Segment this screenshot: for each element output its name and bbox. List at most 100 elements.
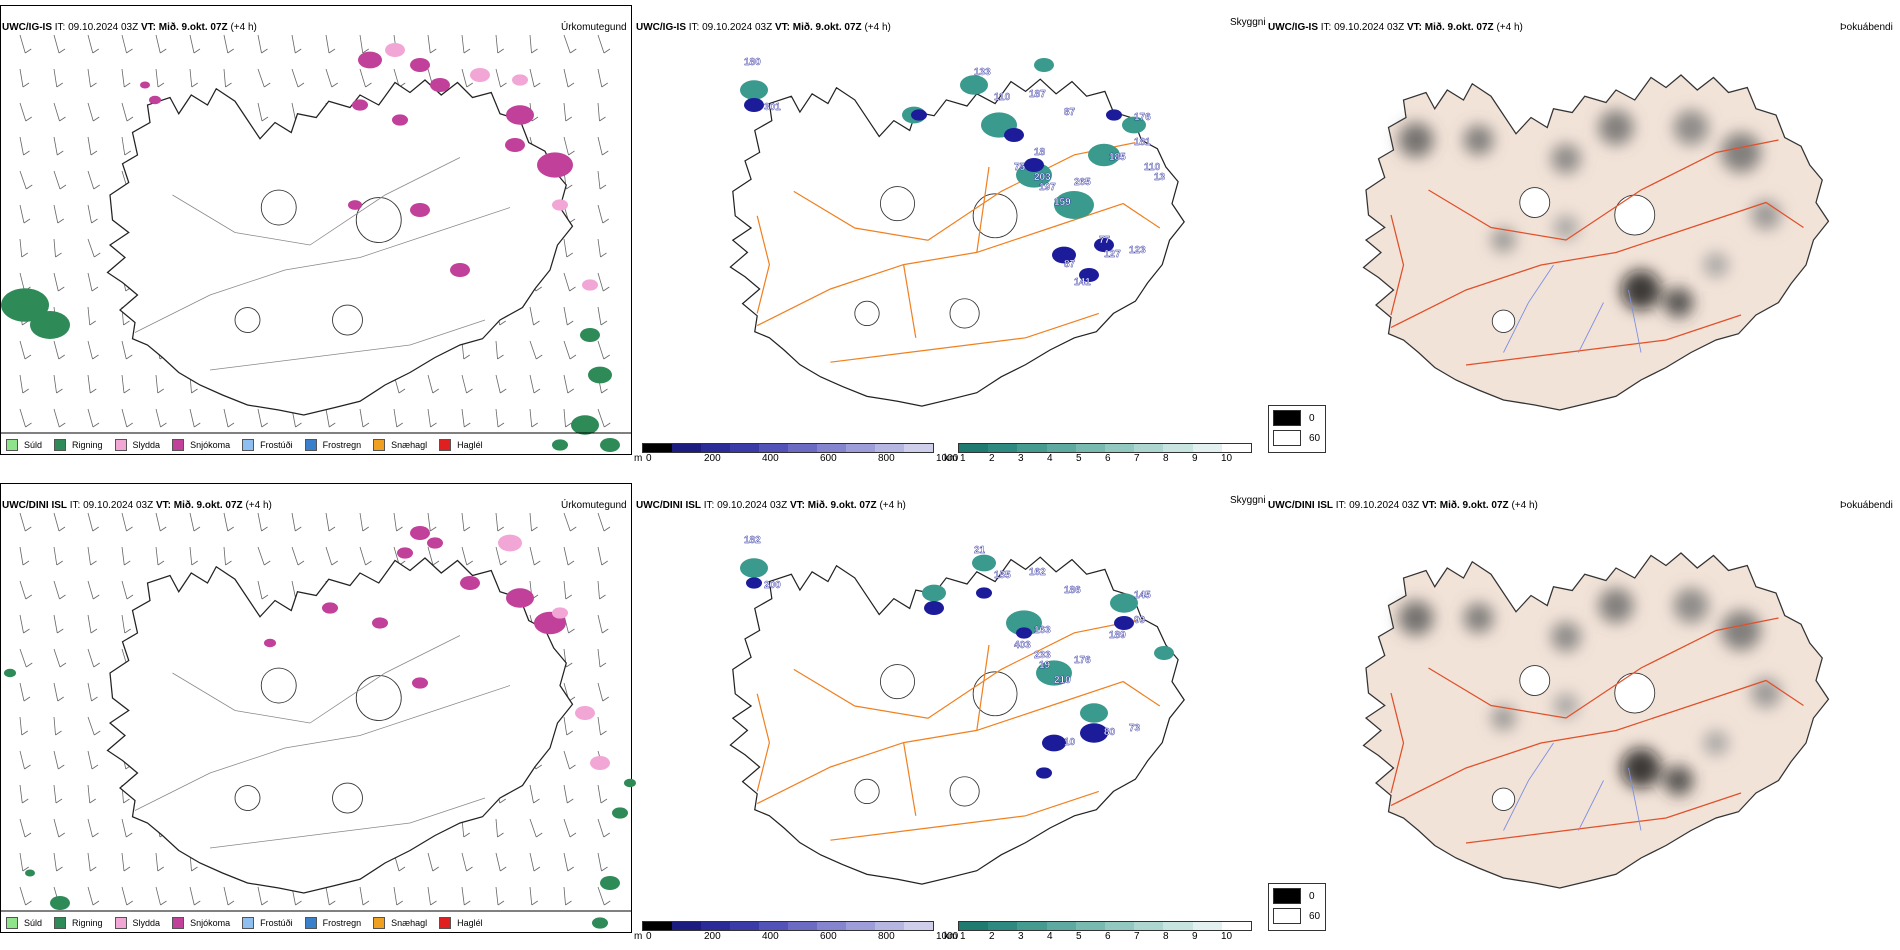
legend-item: Haglél	[439, 439, 483, 451]
precip-areas	[1, 43, 620, 452]
snow-area	[505, 138, 525, 152]
title-it-label: IT:	[1320, 22, 1332, 33]
title-it: 09.10.2024 03Z	[717, 500, 788, 511]
legend-swatch	[439, 917, 452, 929]
low-visibility-area	[1154, 646, 1174, 660]
title-vt: Mið. 9.okt. 07Z	[792, 22, 862, 33]
scale-tick: 5	[1076, 931, 1082, 942]
scale-tick: 6	[1105, 931, 1111, 942]
low-cloud-area	[1080, 723, 1108, 743]
low-visibility-area	[740, 80, 768, 100]
scale-unit: km	[944, 453, 958, 464]
glacier-outline	[1519, 187, 1551, 218]
legend-label: Slydda	[132, 440, 161, 450]
cloud-base-value: 13	[1154, 172, 1166, 183]
sleet-area	[590, 756, 610, 770]
panel-title: UWC/IG-IS IT: 09.10.2024 03Z VT: Mið. 9.…	[636, 22, 891, 34]
glacier-outline	[1614, 194, 1656, 236]
title-it: 09.10.2024 03Z	[702, 22, 773, 33]
cloud-base-value: 80	[1104, 727, 1116, 738]
title-lead: (+4 h)	[1511, 500, 1538, 511]
title-vt-label: VT:	[155, 500, 171, 511]
visibility-colorbar	[958, 443, 1252, 453]
scale-tick: 600	[820, 931, 837, 942]
iceland-map	[1362, 552, 1830, 889]
cloud-base-value: 10	[1064, 737, 1076, 748]
legend-item: Frostregn	[304, 439, 362, 451]
title-vt-label: VT:	[789, 500, 805, 511]
snow-area	[506, 105, 534, 125]
fog-index-panel: UWC/DINI ISL IT: 09.10.2024 03Z VT: Mið.…	[1266, 483, 1893, 933]
panel-variable-label: Skyggni	[1230, 495, 1266, 506]
low-cloud-area	[1114, 616, 1134, 630]
cloud-base-value: 133	[974, 67, 991, 78]
low-visibility-area	[960, 75, 988, 95]
glacier-outline	[1614, 672, 1656, 714]
fog-label: 60	[1309, 432, 1321, 444]
low-cloud-area	[911, 109, 927, 121]
legend-swatch	[6, 917, 18, 929]
scale-tick: 1	[960, 931, 966, 942]
cloud-base-value: 77	[1099, 235, 1111, 246]
legend-swatch	[114, 439, 127, 451]
title-model: UWC/DINI ISL	[1268, 500, 1333, 511]
rain-area	[600, 438, 620, 452]
cloud-base-value: 127	[1104, 249, 1121, 260]
rain-area	[592, 917, 608, 929]
rain-area	[624, 778, 636, 788]
rain-area	[1, 288, 49, 322]
legend-item: Slydda	[114, 439, 161, 451]
glacier-outline	[355, 675, 402, 721]
glacier-outline	[332, 304, 363, 336]
scale-tick: 8	[1163, 453, 1169, 464]
title-lead: (+4 h)	[230, 22, 257, 33]
fog-index-legend: 0 60	[1268, 883, 1326, 931]
panel-title: UWC/DINI ISL IT: 09.10.2024 03Z VT: Mið.…	[2, 500, 272, 512]
cloud-base-value: 233	[1034, 650, 1051, 661]
legend-label: Rigning	[72, 440, 103, 450]
scale-tick: 7	[1134, 931, 1140, 942]
title-it: 09.10.2024 03Z	[68, 22, 139, 33]
cloud-base-value: 145	[1134, 590, 1151, 601]
legend-label: Súld	[24, 918, 43, 928]
snow-area	[506, 588, 534, 608]
sleet-area	[498, 534, 522, 552]
cloud-base-value: 159	[1054, 197, 1071, 208]
iceland-map	[106, 557, 574, 894]
fog-label: 0	[1309, 412, 1315, 424]
fog-index-legend: 0 60	[1268, 405, 1326, 453]
scale-tick: 9	[1192, 931, 1198, 942]
glacier-outline	[949, 298, 980, 329]
low-cloud-area	[1079, 268, 1099, 282]
road-network	[756, 620, 1161, 841]
cloud-base-value: 210	[1054, 675, 1071, 686]
legend-item: Frostúði	[242, 917, 293, 929]
snow-area	[450, 263, 470, 277]
road-network	[134, 635, 511, 849]
visibility-areas	[740, 554, 1174, 779]
legend-item: Slydda	[114, 917, 161, 929]
glacier-outline	[234, 785, 261, 811]
legend-label: Slydda	[132, 918, 161, 928]
low-cloud-area	[744, 98, 764, 112]
rain-area	[600, 876, 620, 890]
legend-label: Frostúði	[260, 918, 293, 928]
rain-area	[50, 896, 70, 910]
road-network	[134, 157, 511, 371]
sleet-area	[582, 279, 598, 291]
title-it: 09.10.2024 03Z	[83, 500, 154, 511]
legend-label: Haglél	[457, 918, 483, 928]
sleet-area	[552, 199, 568, 211]
title-model: UWC/DINI ISL	[636, 500, 701, 511]
low-cloud-area	[976, 587, 992, 599]
legend-label: Frostregn	[322, 440, 362, 450]
rain-area	[588, 366, 612, 384]
precip-legend: Súld Rigning Slydda Snjókoma Frostúði Frostre…	[6, 917, 495, 929]
scale-tick: 200	[704, 931, 721, 942]
legend-item: Frostúði	[242, 439, 293, 451]
low-visibility-area	[922, 584, 946, 602]
title-it: 09.10.2024 03Z	[1334, 22, 1405, 33]
low-visibility-area	[1036, 660, 1072, 686]
legend-swatch	[373, 439, 386, 451]
legend-swatch	[54, 917, 67, 929]
